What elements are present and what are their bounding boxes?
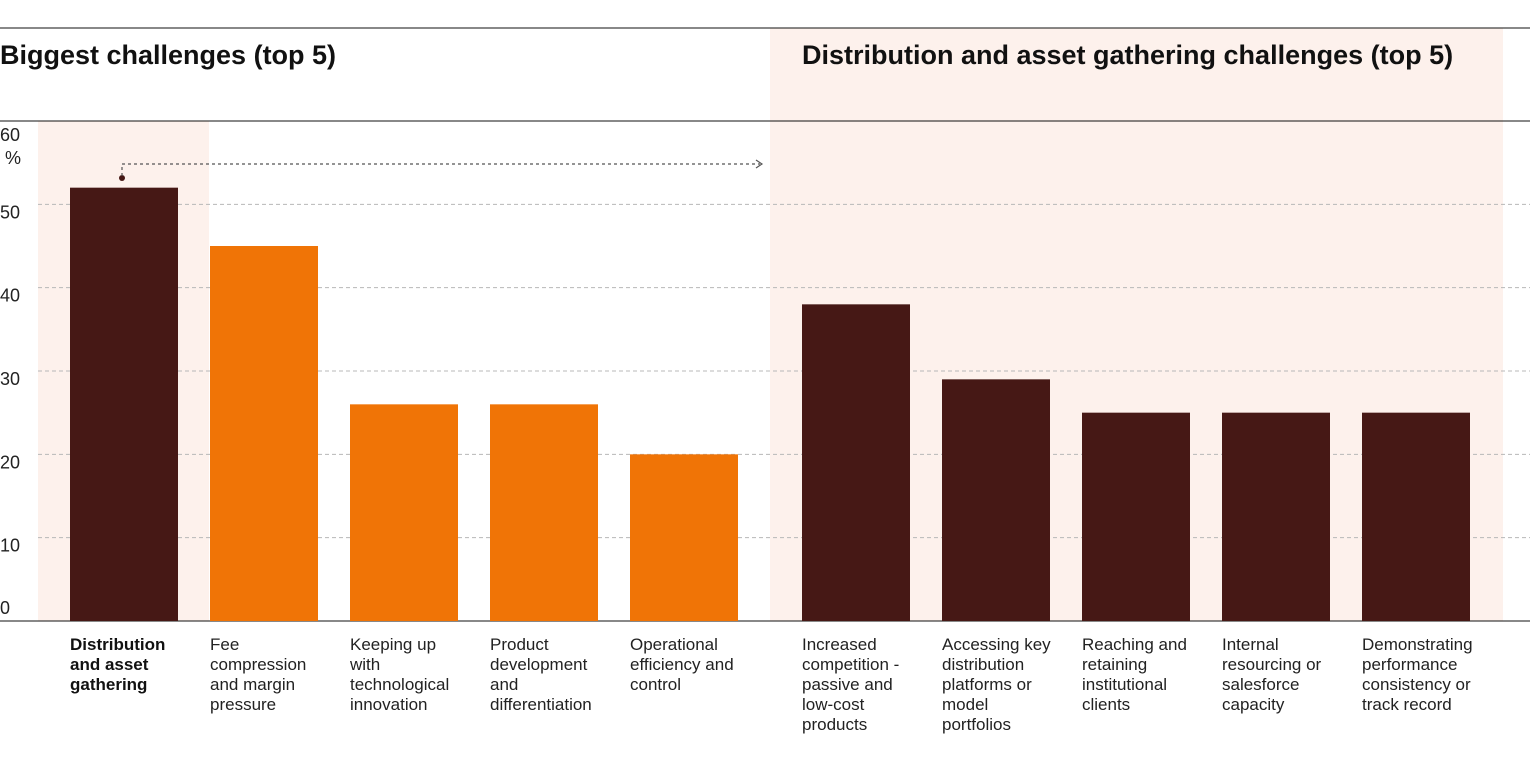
- category-label: Fee: [210, 635, 239, 654]
- bar: [630, 454, 738, 621]
- bar: [942, 379, 1050, 621]
- category-label: clients: [1082, 695, 1130, 714]
- category-label: passive and: [802, 675, 893, 694]
- category-label: portfolios: [942, 715, 1011, 734]
- y-tick-label: 50: [0, 202, 20, 222]
- y-tick-label: 40: [0, 286, 20, 306]
- y-tick-label: 30: [0, 369, 20, 389]
- category-label: innovation: [350, 695, 428, 714]
- bars-layer: [70, 187, 1470, 621]
- bar: [210, 246, 318, 621]
- bar: [350, 404, 458, 621]
- category-label: resourcing or: [1222, 655, 1322, 674]
- y-unit-label: %: [5, 148, 21, 168]
- bar: [1222, 412, 1330, 621]
- category-label: competition -: [802, 655, 899, 674]
- category-label: Internal: [1222, 635, 1279, 654]
- bar: [1082, 412, 1190, 621]
- y-tick-label: 0: [0, 598, 10, 618]
- category-label: platforms or: [942, 675, 1032, 694]
- category-label: Reaching and: [1082, 635, 1187, 654]
- category-label: Distribution: [70, 635, 165, 654]
- category-label: pressure: [210, 695, 276, 714]
- category-label: products: [802, 715, 867, 734]
- category-label: and asset: [70, 655, 149, 674]
- bar: [802, 304, 910, 621]
- category-label: and margin: [210, 675, 295, 694]
- connector-line: [121, 163, 760, 176]
- text-layer: Biggest challenges (top 5) Distribution …: [0, 40, 1473, 734]
- category-label: institutional: [1082, 675, 1167, 694]
- category-label: development: [490, 655, 588, 674]
- category-label: retaining: [1082, 655, 1147, 674]
- connector-arrowhead: [755, 159, 764, 169]
- category-label: Product: [490, 635, 549, 654]
- category-label: gathering: [70, 675, 147, 694]
- y-tick-label: 10: [0, 536, 20, 556]
- category-label: technological: [350, 675, 449, 694]
- bar: [70, 187, 178, 621]
- category-label: low-cost: [802, 695, 865, 714]
- bar: [490, 404, 598, 621]
- category-label: consistency or: [1362, 675, 1471, 694]
- chart-title-left: Biggest challenges (top 5): [0, 40, 336, 70]
- category-label: model: [942, 695, 988, 714]
- category-label: Accessing key: [942, 635, 1051, 654]
- category-label: Demonstrating: [1362, 635, 1473, 654]
- category-label: differentiation: [490, 695, 592, 714]
- connector-dot: [119, 175, 125, 181]
- y-tick-label: 20: [0, 452, 20, 472]
- category-label: performance: [1362, 655, 1457, 674]
- chart-title-right: Distribution and asset gathering challen…: [802, 40, 1453, 70]
- category-label: Keeping up: [350, 635, 436, 654]
- category-label: distribution: [942, 655, 1024, 674]
- bar: [1362, 412, 1470, 621]
- category-label: efficiency and: [630, 655, 734, 674]
- category-label: control: [630, 675, 681, 694]
- category-label: Increased: [802, 635, 877, 654]
- category-label: with: [349, 655, 380, 674]
- category-label: salesforce: [1222, 675, 1299, 694]
- category-label: track record: [1362, 695, 1452, 714]
- category-label: compression: [210, 655, 306, 674]
- category-label: and: [490, 675, 518, 694]
- category-label: capacity: [1222, 695, 1285, 714]
- category-label: Operational: [630, 635, 718, 654]
- y-tick-label: 60: [0, 125, 20, 145]
